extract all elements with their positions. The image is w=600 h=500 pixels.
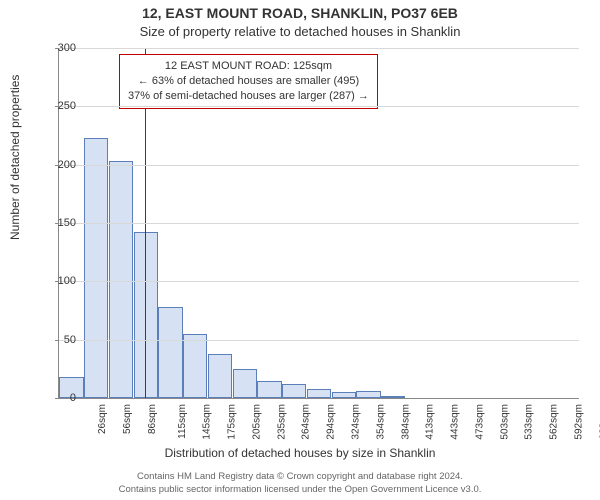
ytick-label: 300 — [46, 42, 76, 54]
ytick-label: 100 — [46, 275, 76, 287]
xtick-label: 384sqm — [400, 404, 411, 440]
xtick-label: 264sqm — [301, 404, 312, 440]
footer-line2: Contains public sector information licen… — [0, 484, 600, 496]
gridline-h — [59, 48, 579, 49]
xtick-label: 86sqm — [147, 404, 158, 434]
xtick-label: 443sqm — [450, 404, 461, 440]
bar — [356, 391, 380, 398]
ytick-label: 150 — [46, 217, 76, 229]
bar — [307, 389, 331, 398]
bar — [109, 161, 133, 398]
bar — [183, 334, 207, 398]
xtick-label: 354sqm — [375, 404, 386, 440]
y-axis-label: Number of detached properties — [8, 75, 22, 240]
ytick-label: 0 — [46, 392, 76, 404]
bar — [257, 381, 281, 399]
xtick-label: 205sqm — [252, 404, 263, 440]
gridline-h — [59, 281, 579, 282]
xtick-label: 235sqm — [276, 404, 287, 440]
xtick-label: 115sqm — [177, 404, 188, 439]
annotation-box: 12 EAST MOUNT ROAD: 125sqm ← 63% of deta… — [119, 54, 378, 109]
xtick-label: 562sqm — [549, 404, 560, 440]
bar — [208, 354, 232, 398]
bar — [233, 369, 257, 398]
footer-line1: Contains HM Land Registry data © Crown c… — [0, 471, 600, 483]
xtick-label: 175sqm — [227, 404, 238, 440]
chart-title-line2: Size of property relative to detached ho… — [0, 24, 600, 39]
xtick-label: 324sqm — [351, 404, 362, 440]
ytick-label: 250 — [46, 100, 76, 112]
annotation-line3: 37% of semi-detached houses are larger (… — [128, 89, 369, 104]
chart-title-line1: 12, EAST MOUNT ROAD, SHANKLIN, PO37 6EB — [0, 5, 600, 21]
ytick-label: 50 — [46, 334, 76, 346]
xtick-label: 413sqm — [425, 404, 436, 440]
bar — [282, 384, 306, 398]
gridline-h — [59, 106, 579, 107]
bar — [158, 307, 182, 398]
xtick-label: 26sqm — [97, 404, 108, 434]
xtick-label: 533sqm — [524, 404, 535, 440]
plot-area: 12 EAST MOUNT ROAD: 125sqm ← 63% of deta… — [58, 48, 579, 399]
ytick-label: 200 — [46, 159, 76, 171]
xtick-label: 503sqm — [499, 404, 510, 440]
xtick-label: 592sqm — [573, 404, 584, 440]
annotation-line2: ← 63% of detached houses are smaller (49… — [128, 74, 369, 89]
bar — [84, 138, 108, 398]
gridline-h — [59, 340, 579, 341]
gridline-h — [59, 165, 579, 166]
x-axis-label: Distribution of detached houses by size … — [0, 446, 600, 460]
bar — [381, 396, 405, 398]
bar — [332, 392, 356, 398]
annotation-line1: 12 EAST MOUNT ROAD: 125sqm — [128, 59, 369, 74]
xtick-label: 294sqm — [326, 404, 337, 440]
gridline-h — [59, 223, 579, 224]
xtick-label: 473sqm — [474, 404, 485, 440]
xtick-label: 145sqm — [202, 404, 213, 440]
footer-text: Contains HM Land Registry data © Crown c… — [0, 471, 600, 496]
xtick-label: 56sqm — [122, 404, 133, 434]
